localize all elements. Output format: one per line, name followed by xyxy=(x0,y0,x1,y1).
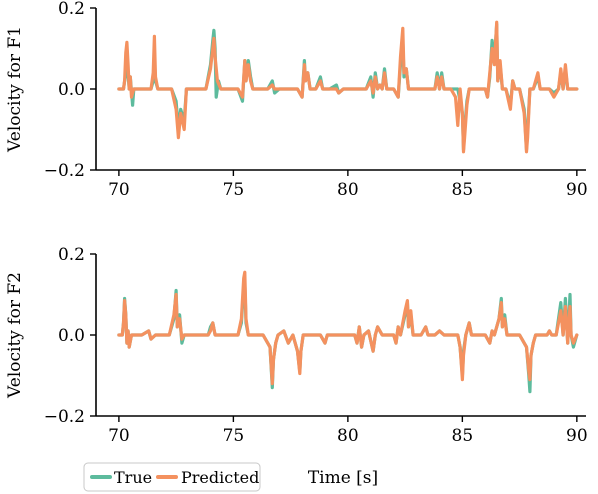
x-tick-label: 90 xyxy=(566,180,588,200)
x-tick-label: 75 xyxy=(223,426,245,446)
y-tick-label: 0.0 xyxy=(58,326,85,346)
x-tick-label: 90 xyxy=(566,426,588,446)
panel-velocity-f2: Velocity for F2 70 75 80 85 90 0.2 0.0 −0.2 Tim… xyxy=(5,245,588,488)
x-tick-label: 85 xyxy=(452,426,474,446)
legend-label-predicted: Predicted xyxy=(181,468,259,487)
series-line-true xyxy=(117,280,579,394)
x-axis-label: Time [s] xyxy=(308,468,378,488)
series-line-predicted xyxy=(117,20,579,154)
legend-label-true: True xyxy=(114,468,152,487)
x-tick-label: 80 xyxy=(337,426,359,446)
y-tick-label: −0.2 xyxy=(44,161,85,181)
x-tick-label: 70 xyxy=(108,180,130,200)
y-tick-label: −0.2 xyxy=(44,407,85,427)
y-tick-label: 0.0 xyxy=(58,80,85,100)
y-axis-label-f2: Velocity for F2 xyxy=(5,272,25,399)
y-axis-label-f1: Velocity for F1 xyxy=(5,26,25,153)
legend: True Predicted xyxy=(83,462,261,492)
series-line-true xyxy=(117,22,579,152)
y-tick-label: 0.2 xyxy=(58,245,85,265)
x-tick-label: 70 xyxy=(108,426,130,446)
x-tick-label: 85 xyxy=(452,180,474,200)
series-line-predicted xyxy=(117,270,579,386)
x-tick-label: 80 xyxy=(337,180,359,200)
y-tick-label: 0.2 xyxy=(58,0,85,19)
x-tick-label: 75 xyxy=(223,180,245,200)
panel-velocity-f1: Velocity for F1 70 75 80 85 90 0.2 0.0 −0.2 xyxy=(5,0,588,200)
